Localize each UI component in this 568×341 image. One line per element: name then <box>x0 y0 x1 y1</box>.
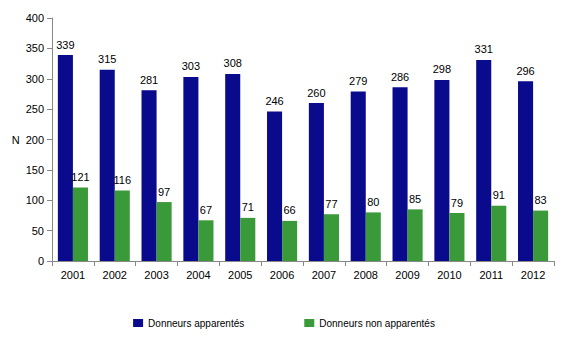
svg-text:116: 116 <box>114 174 132 186</box>
svg-text:83: 83 <box>534 194 546 206</box>
svg-text:2009: 2009 <box>395 269 419 281</box>
svg-text:298: 298 <box>433 63 451 75</box>
svg-text:2008: 2008 <box>354 269 378 281</box>
svg-text:400: 400 <box>26 12 44 24</box>
svg-text:N: N <box>12 134 20 146</box>
svg-text:2012: 2012 <box>521 269 545 281</box>
svg-text:315: 315 <box>98 53 116 65</box>
svg-text:296: 296 <box>516 65 534 77</box>
svg-text:91: 91 <box>493 189 505 201</box>
svg-text:286: 286 <box>391 71 409 83</box>
svg-text:260: 260 <box>307 87 325 99</box>
svg-text:250: 250 <box>26 103 44 115</box>
svg-text:71: 71 <box>242 201 254 213</box>
svg-text:150: 150 <box>26 164 44 176</box>
svg-text:2006: 2006 <box>270 269 294 281</box>
svg-text:97: 97 <box>158 186 170 198</box>
svg-text:339: 339 <box>56 39 74 51</box>
svg-text:2003: 2003 <box>144 269 168 281</box>
svg-text:80: 80 <box>367 196 379 208</box>
svg-text:246: 246 <box>265 95 283 107</box>
svg-text:200: 200 <box>26 134 44 146</box>
svg-text:66: 66 <box>283 204 295 216</box>
svg-text:2005: 2005 <box>228 269 252 281</box>
svg-text:0: 0 <box>38 255 44 267</box>
svg-text:85: 85 <box>409 193 421 205</box>
svg-text:2010: 2010 <box>437 269 461 281</box>
svg-text:308: 308 <box>224 57 242 69</box>
svg-text:350: 350 <box>26 42 44 54</box>
svg-text:331: 331 <box>475 43 493 55</box>
svg-text:281: 281 <box>140 74 158 86</box>
svg-text:50: 50 <box>32 225 44 237</box>
svg-text:303: 303 <box>182 60 200 72</box>
svg-text:77: 77 <box>325 198 337 210</box>
svg-text:2007: 2007 <box>312 269 336 281</box>
svg-text:100: 100 <box>26 194 44 206</box>
svg-text:Donneurs non apparentés: Donneurs non apparentés <box>319 318 435 329</box>
svg-text:Donneurs apparentés: Donneurs apparentés <box>148 318 244 329</box>
svg-text:2002: 2002 <box>103 269 127 281</box>
svg-text:300: 300 <box>26 73 44 85</box>
svg-text:79: 79 <box>451 197 463 209</box>
svg-text:2004: 2004 <box>186 269 210 281</box>
svg-text:121: 121 <box>71 171 89 183</box>
svg-text:2001: 2001 <box>61 269 85 281</box>
svg-text:2011: 2011 <box>479 269 503 281</box>
svg-text:67: 67 <box>200 204 212 216</box>
svg-text:279: 279 <box>349 75 367 87</box>
